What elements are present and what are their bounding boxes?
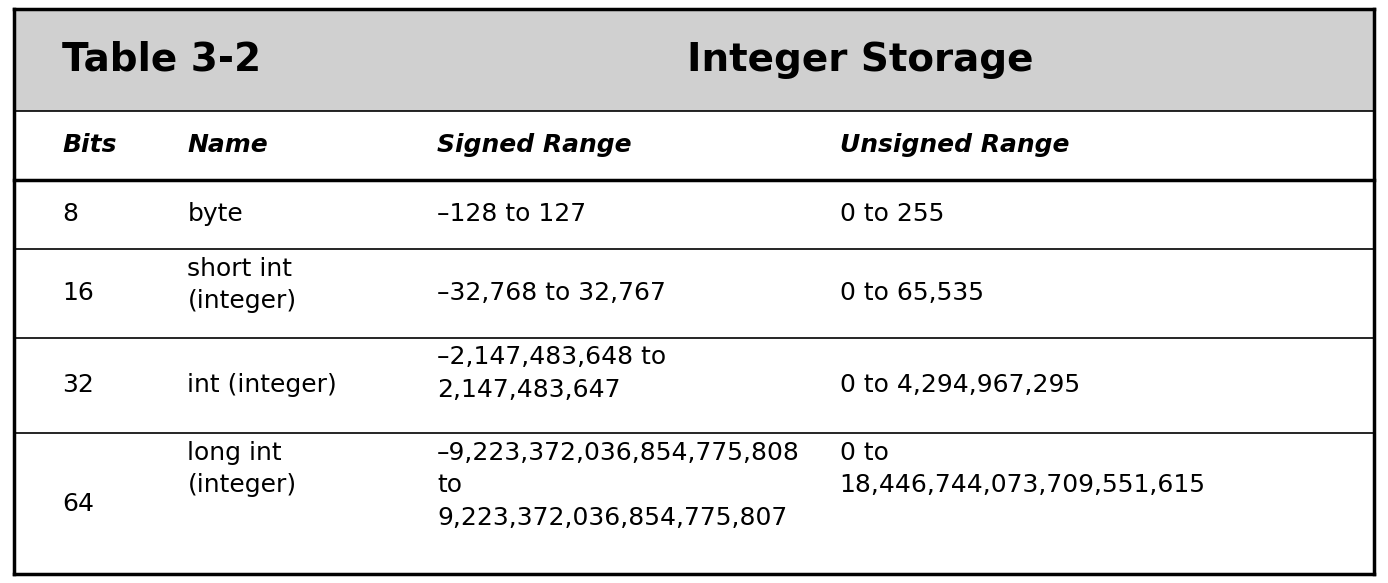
Text: 0 to
18,446,744,073,709,551,615: 0 to 18,446,744,073,709,551,615 — [840, 441, 1206, 497]
Text: 0 to 65,535: 0 to 65,535 — [840, 281, 984, 305]
Text: –128 to 127: –128 to 127 — [437, 202, 586, 226]
Text: –9,223,372,036,854,775,808
to
9,223,372,036,854,775,807: –9,223,372,036,854,775,808 to 9,223,372,… — [437, 441, 799, 530]
Text: –2,147,483,648 to
2,147,483,647: –2,147,483,648 to 2,147,483,647 — [437, 345, 666, 402]
Text: 0 to 255: 0 to 255 — [840, 202, 944, 226]
Bar — [14, 9, 1374, 111]
Text: 16: 16 — [62, 281, 94, 305]
Text: 8: 8 — [62, 202, 79, 226]
Text: 32: 32 — [62, 373, 94, 397]
Text: Unsigned Range: Unsigned Range — [840, 133, 1069, 157]
Text: byte: byte — [187, 202, 243, 226]
Text: Table 3-2: Table 3-2 — [62, 41, 261, 79]
Text: Bits: Bits — [62, 133, 117, 157]
Text: 0 to 4,294,967,295: 0 to 4,294,967,295 — [840, 373, 1080, 397]
Text: –32,768 to 32,767: –32,768 to 32,767 — [437, 281, 666, 305]
Text: Signed Range: Signed Range — [437, 133, 632, 157]
Text: long int
(integer): long int (integer) — [187, 441, 297, 497]
Text: int (integer): int (integer) — [187, 373, 337, 397]
Text: short int
(integer): short int (integer) — [187, 257, 297, 313]
Text: Name: Name — [187, 133, 268, 157]
Text: Integer Storage: Integer Storage — [687, 41, 1034, 79]
Text: 64: 64 — [62, 491, 94, 515]
